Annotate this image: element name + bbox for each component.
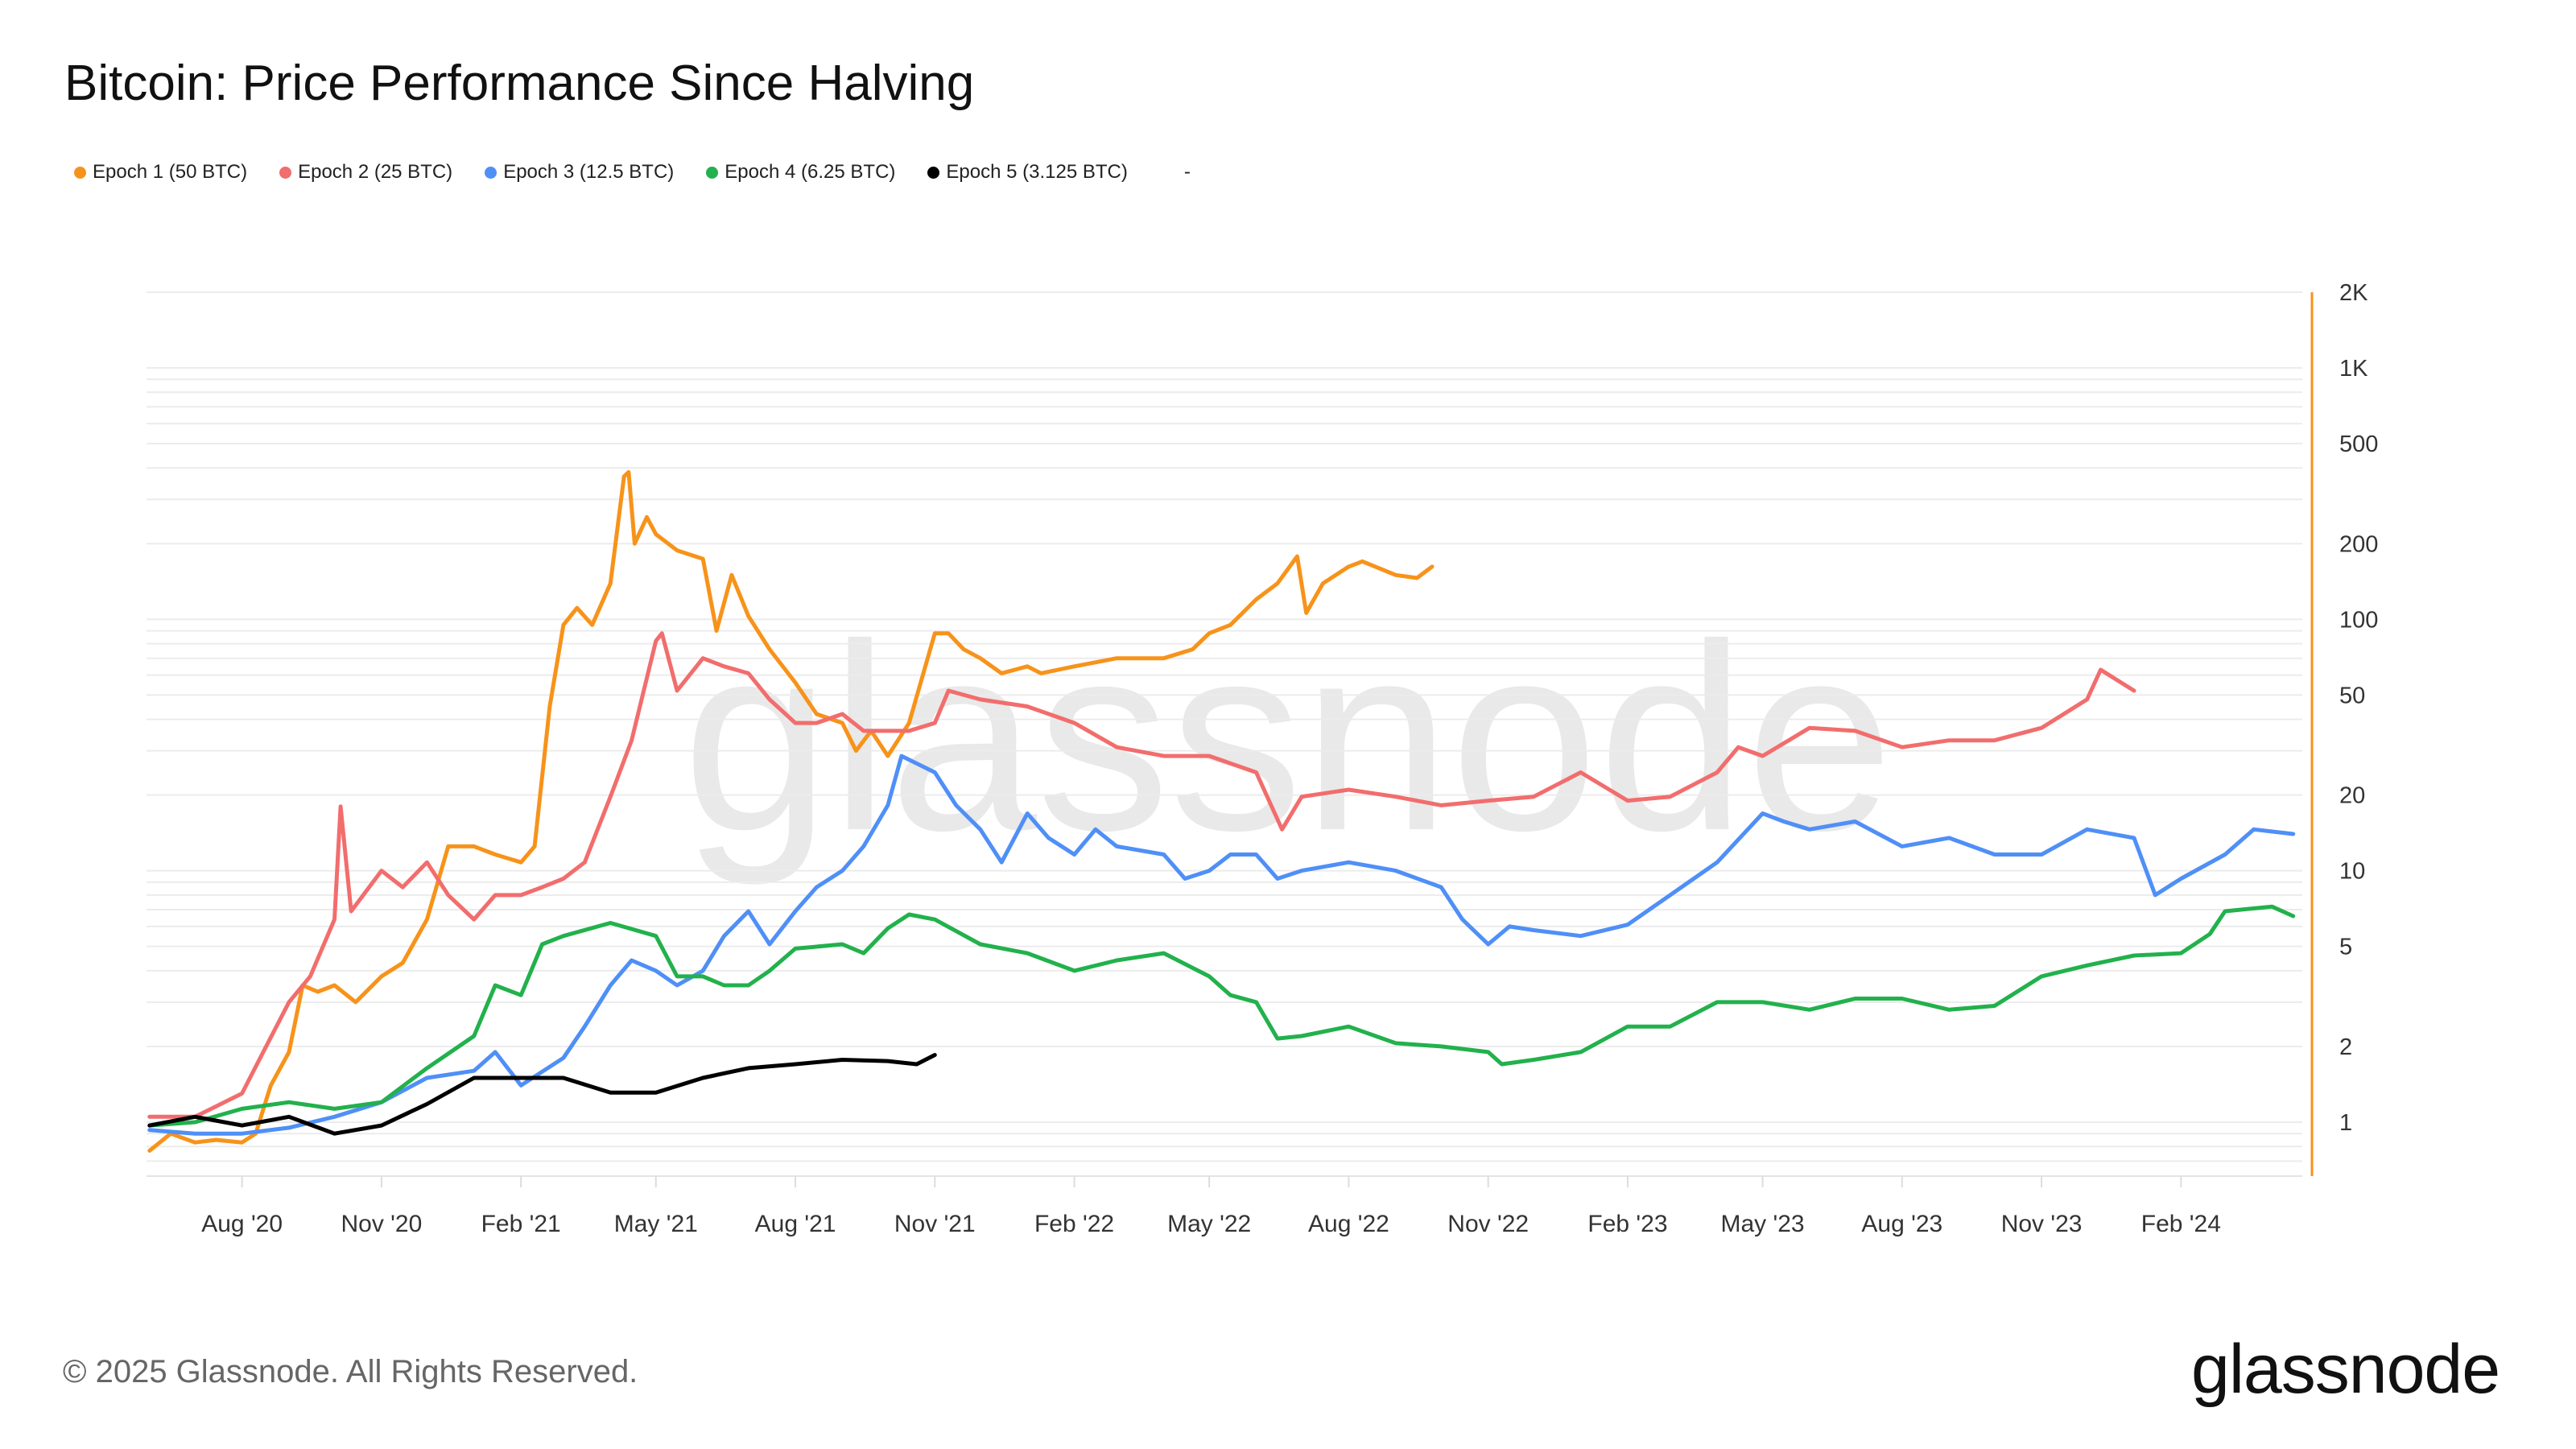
y-tick-label: 1 <box>2339 1110 2352 1136</box>
x-tick-label: May '21 <box>614 1211 698 1237</box>
y-tick-label: 5 <box>2339 935 2352 960</box>
x-tick-label: Aug '22 <box>1308 1211 1389 1237</box>
x-tick-label: Aug '21 <box>755 1211 836 1237</box>
y-tick-label: 1K <box>2339 356 2368 382</box>
x-tick-label: Feb '23 <box>1587 1211 1667 1237</box>
legend-dot <box>706 166 719 179</box>
x-tick-label: Aug '23 <box>1861 1211 1942 1237</box>
legend-dot <box>927 166 940 179</box>
legend-item-epoch-3[interactable]: Epoch 3 (12.5 BTC) <box>485 161 674 184</box>
watermark: glassnode <box>683 588 1894 887</box>
x-axis: Aug '20 Nov '20 Feb '21 May '21 Aug '21 Nov '… <box>201 1176 2221 1237</box>
x-tick-label: Nov '21 <box>894 1211 976 1237</box>
series-line-epoch-5 <box>147 1053 937 1136</box>
y-tick-label: 2K <box>2339 280 2368 306</box>
y-tick-label: 20 <box>2339 783 2365 809</box>
y-tick-label: 50 <box>2339 683 2365 708</box>
x-tick-label: Feb '21 <box>481 1211 561 1237</box>
glassnode-logo: glassnode <box>2191 1331 2500 1408</box>
legend-label: Epoch 2 (25 BTC) <box>298 161 453 183</box>
legend-label: - <box>1183 161 1191 183</box>
chart-title: Bitcoin: Price Performance Since Halving <box>64 56 975 111</box>
x-tick-label: May '22 <box>1167 1211 1251 1237</box>
series-lines <box>147 470 2296 1153</box>
legend-dot <box>485 166 497 179</box>
y-tick-label: 500 <box>2339 431 2378 457</box>
series-line-epoch-4 <box>147 904 2296 1128</box>
legend-dot <box>279 166 292 179</box>
legend-item-epoch-1[interactable]: Epoch 1 (50 BTC) <box>74 161 247 184</box>
x-tick-label: Feb '22 <box>1034 1211 1114 1237</box>
series-line-epoch-3 <box>147 753 2296 1136</box>
legend-item-epoch-2[interactable]: Epoch 2 (25 BTC) <box>279 161 452 184</box>
x-tick-label: Aug '20 <box>201 1211 283 1237</box>
legend-label: Epoch 1 (50 BTC) <box>93 161 248 183</box>
x-tick-label: Nov '20 <box>341 1211 423 1237</box>
x-tick-label: May '23 <box>1721 1211 1805 1237</box>
series-line-epoch-2 <box>147 631 2136 1119</box>
legend-item-extra[interactable]: - <box>1184 161 1191 184</box>
y-tick-label: 2 <box>2339 1034 2352 1060</box>
legend-dot <box>74 166 86 179</box>
x-tick-label: Nov '23 <box>2001 1211 2083 1237</box>
series-line-epoch-1 <box>147 470 1435 1153</box>
legend-item-epoch-4[interactable]: Epoch 4 (6.25 BTC) <box>706 161 895 184</box>
legend-label: Epoch 3 (12.5 BTC) <box>503 161 675 183</box>
legend: Epoch 1 (50 BTC) Epoch 2 (25 BTC) Epoch … <box>74 161 1191 184</box>
y-tick-label: 100 <box>2339 607 2378 633</box>
y-axis: 2K 1K 500 200 100 50 20 10 5 2 1 <box>2310 280 2378 1176</box>
x-tick-label: Nov '22 <box>1447 1211 1529 1237</box>
y-tick-label: 200 <box>2339 531 2378 557</box>
grid <box>147 291 2302 1177</box>
legend-label: Epoch 4 (6.25 BTC) <box>724 161 896 183</box>
legend-label: Epoch 5 (3.125 BTC) <box>946 161 1128 183</box>
x-tick-label: Feb '24 <box>2141 1211 2221 1237</box>
y-tick-label: 10 <box>2339 859 2365 885</box>
legend-item-epoch-5[interactable]: Epoch 5 (3.125 BTC) <box>927 161 1128 184</box>
copyright: © 2025 Glassnode. All Rights Reserved. <box>63 1354 638 1389</box>
